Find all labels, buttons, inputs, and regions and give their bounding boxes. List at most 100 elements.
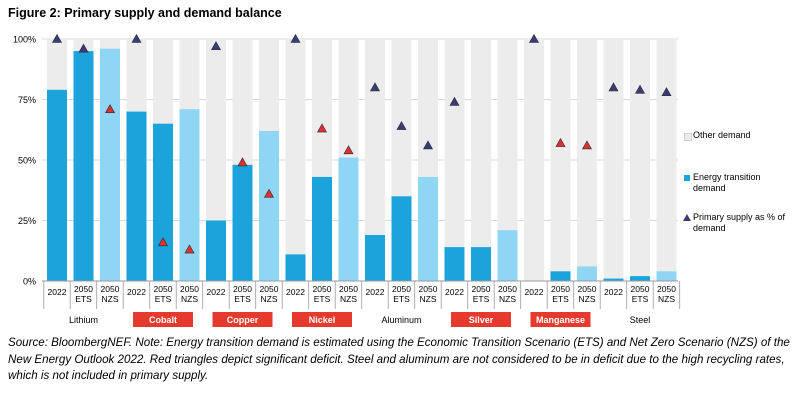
x-tick-label: NZS xyxy=(102,294,119,304)
bar-energy-transition xyxy=(232,164,253,281)
x-tick-label: ETS xyxy=(314,294,331,304)
bar-energy-transition xyxy=(285,254,306,281)
bar-other-demand xyxy=(444,39,465,281)
bar-energy-transition xyxy=(100,48,120,282)
bar-energy-transition xyxy=(179,109,200,282)
bar-other-demand xyxy=(365,39,385,281)
bar-energy-transition xyxy=(630,276,650,281)
x-tick-label: 2022 xyxy=(207,287,226,297)
source-note: Source: BloombergNEF. Note: Energy trans… xyxy=(8,336,790,382)
supply-marker xyxy=(104,104,116,113)
bar-energy-transition xyxy=(656,271,677,281)
x-tick-label: NZS xyxy=(261,294,278,304)
x-tick-label: ETS xyxy=(473,294,490,304)
x-tick-label: 2022 xyxy=(127,287,146,297)
supply-marker xyxy=(290,33,301,43)
x-tick-label: 2022 xyxy=(445,287,464,297)
bar-other-demand xyxy=(656,39,677,281)
stacked-bar-chart: 0%25%50%75%100% 2022 2050ETS2050NZSLithiu… xyxy=(13,33,681,327)
supply-marker xyxy=(369,82,381,92)
x-tick-label: 2050 xyxy=(233,284,252,294)
x-tick-label: ETS xyxy=(234,294,251,304)
bar-other-demand xyxy=(524,39,544,281)
x-tick-label: 2050 xyxy=(101,284,120,294)
x-tick-label: 2022 xyxy=(366,287,385,297)
deficit-label-bg xyxy=(292,312,352,327)
supply-marker xyxy=(263,188,275,198)
x-tick-label: ETS xyxy=(632,294,649,304)
bar-energy-transition xyxy=(391,196,412,281)
legend-swatch-other xyxy=(684,133,692,141)
legend-label-other: Other demand xyxy=(693,130,751,140)
bar-other-demand xyxy=(603,39,624,281)
bar-energy-transition xyxy=(471,247,491,281)
y-tick-label: 50% xyxy=(18,156,36,166)
bar-energy-transition xyxy=(206,220,226,281)
legend-label-supply: Primary supply as % of demand xyxy=(693,212,786,233)
x-tick-label: NZS xyxy=(181,294,198,304)
y-tick-label: 25% xyxy=(18,216,36,226)
bar-energy-transition xyxy=(603,278,624,281)
x-tick-label: 2050 xyxy=(392,284,411,294)
bar-energy-transition xyxy=(550,271,571,281)
bar-energy-transition xyxy=(338,157,359,281)
x-tick-label: 2050 xyxy=(260,284,279,294)
legend-swatch-energy-transition xyxy=(684,175,690,181)
category-label: Nickel xyxy=(309,315,336,325)
y-tick-label: 75% xyxy=(18,95,36,105)
supply-marker xyxy=(210,41,222,51)
category-label: Copper xyxy=(227,315,259,325)
bar-energy-transition xyxy=(365,235,385,281)
category-label: Manganese xyxy=(536,315,585,325)
bars xyxy=(47,39,677,282)
x-tick-label: 2050 xyxy=(472,284,491,294)
supply-marker xyxy=(396,121,407,130)
x-tick-label: 2050 xyxy=(631,284,650,294)
supply-marker xyxy=(528,33,540,43)
bar-energy-transition xyxy=(259,130,279,281)
bar-other-demand xyxy=(285,39,306,281)
x-tick-label: 2050 xyxy=(180,284,199,294)
bar-energy-transition xyxy=(153,123,173,281)
deficit-label-bg xyxy=(133,312,193,327)
supply-marker xyxy=(422,140,434,150)
supply-marker xyxy=(237,157,248,167)
supply-marker xyxy=(661,87,672,97)
bar-energy-transition xyxy=(312,176,332,281)
bar-other-demand xyxy=(630,39,650,281)
axes: 0% 25% 50% 75% 100% xyxy=(13,35,678,287)
x-tick-label: 2050 xyxy=(578,284,597,294)
category-label: Lithium xyxy=(69,315,98,325)
category-label: Aluminum xyxy=(381,315,421,325)
bar-energy-transition xyxy=(444,247,465,281)
supply-marker xyxy=(634,84,646,94)
x-tick-label: NZS xyxy=(420,294,437,304)
x-tick-label: ETS xyxy=(393,294,410,304)
supply-marker xyxy=(316,123,328,133)
deficit-label-bg xyxy=(451,312,511,327)
x-tick-label: 2022 xyxy=(604,287,623,297)
bar-other-demand xyxy=(550,39,571,281)
x-tick-label: 2050 xyxy=(551,284,570,294)
supply-marker xyxy=(157,237,169,247)
supply-markers xyxy=(51,33,672,254)
x-tick-label: 2022 xyxy=(48,287,67,297)
bar-energy-transition xyxy=(73,51,94,281)
x-tick-label: ETS xyxy=(155,294,172,304)
x-tick-label: 2050 xyxy=(74,284,93,294)
bar-other-demand xyxy=(577,39,597,281)
x-tick-label: 2050 xyxy=(313,284,332,294)
supply-marker xyxy=(555,137,566,147)
x-tick-label: 2050 xyxy=(419,284,438,294)
figure-title: Figure 2: Primary supply and demand bala… xyxy=(8,6,282,20)
supply-marker xyxy=(581,140,593,150)
bar-energy-transition xyxy=(418,176,438,281)
supply-marker xyxy=(343,145,354,155)
supply-marker xyxy=(78,43,89,53)
deficit-label-bg xyxy=(530,312,591,327)
x-tick-label: 2022 xyxy=(286,287,305,297)
x-tick-label: 2050 xyxy=(339,284,358,294)
deficit-label-bg xyxy=(212,312,273,327)
bar-energy-transition xyxy=(577,266,597,281)
